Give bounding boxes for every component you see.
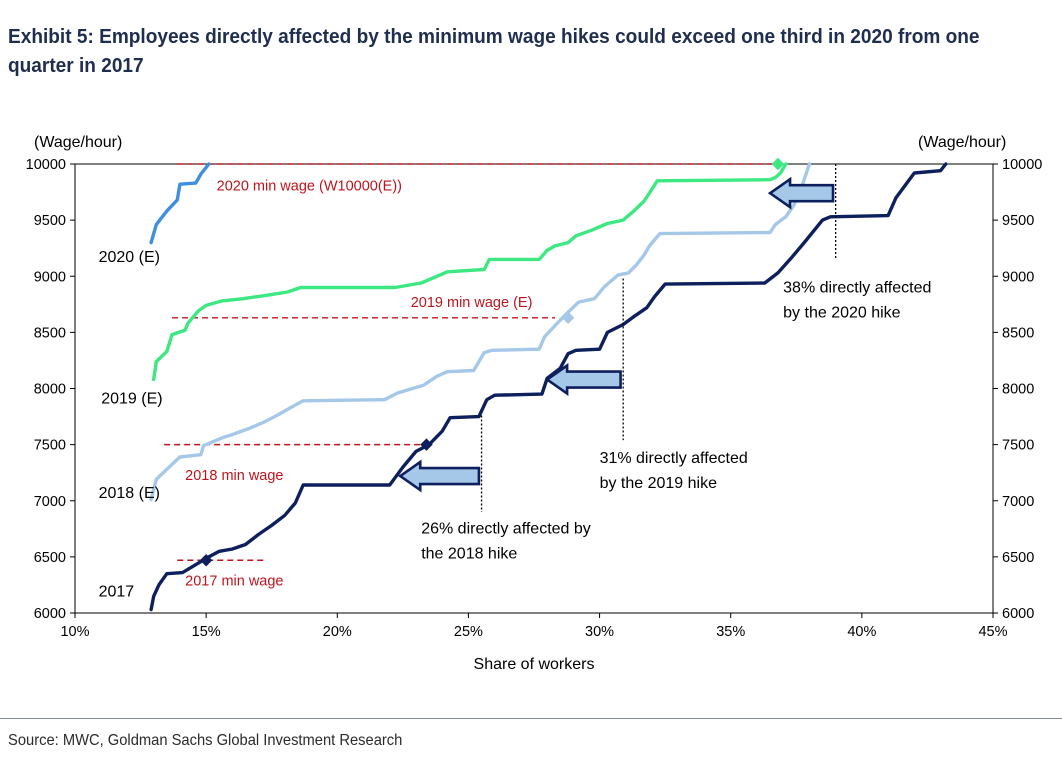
y-axis-unit-right: (Wage/hour) [918,134,1006,151]
series-line-2017 [149,162,948,612]
min-wage-label: 2018 min wage [185,468,283,484]
intersection-marker [771,157,785,171]
annotation-text: the 2018 hike [421,546,517,563]
plot-frame [74,163,994,614]
annotation-text: 31% directly affected [600,450,748,467]
min-wage-label: 2020 min wage (W10000(E)) [217,178,402,194]
series-line-2020 [149,162,211,245]
annotation-text: 26% directly affected by [421,521,591,538]
y-tick-label-right: 6500 [1002,550,1034,566]
source-divider [0,718,1062,719]
x-tick-label: 35% [716,624,745,640]
source-note: Source: MWC, Goldman Sachs Global Invest… [8,732,403,749]
x-tick-label: 30% [585,624,614,640]
annotation-text: 38% directly affected [783,279,931,296]
series-group [149,162,948,612]
marker-group: 2017 2018 (E) 2019 (E) 2020 (E) [99,157,785,601]
x-tick-label: 20% [323,624,352,640]
chart-title: Exhibit 5: Employees directly affected b… [8,25,980,77]
y-tick-label-left: 8000 [34,382,66,398]
x-tick-label: 25% [454,624,483,640]
x-tick-label: 40% [847,624,876,640]
y-tick-label-left: 6000 [34,606,66,622]
series-label: 2018 (E) [99,485,160,502]
intersection-marker [561,311,575,324]
y-tick-label-left: 8500 [34,325,66,341]
y-tick-label-left: 10000 [26,157,66,173]
chart-svg: (Wage/hour) (Wage/hour) Share of workers… [26,134,1043,673]
y-axis-unit-left: (Wage/hour) [34,134,122,151]
y-tick-label-left: 9500 [34,213,66,229]
series-label: 2020 (E) [99,249,160,266]
x-tick-label: 10% [60,624,89,640]
series-label: 2017 [99,584,135,601]
left-arrow-icon [397,459,481,493]
min-wage-label: 2017 min wage [185,573,283,589]
y-tick-label-right: 6000 [1002,606,1034,622]
tick-group: 6000 6000 6500 6500 7000 7000 7500 7500 8000 8000… [26,157,1043,640]
min-wage-group: 2017 min wage 2018 min wage 2019 min wage … [164,163,784,589]
annotation-group: 26% directly affected by the 2018 hike 31%… [397,164,931,563]
annotation-text: by the 2020 hike [783,304,901,321]
y-tick-label-right: 7500 [1002,438,1034,454]
y-tick-label-right: 9000 [1002,269,1034,285]
y-tick-label-left: 7500 [34,438,66,454]
intersection-marker [199,554,213,567]
axes: (Wage/hour) (Wage/hour) Share of workers [34,134,1006,673]
annotation-text: by the 2019 hike [600,475,718,492]
y-tick-label-right: 10000 [1002,157,1042,173]
y-tick-label-right: 9500 [1002,213,1034,229]
left-arrow-icon [544,363,622,397]
y-tick-label-right: 8000 [1002,382,1034,398]
series-line-2018 [149,162,812,502]
min-wage-label: 2019 min wage (E) [411,295,533,311]
series-line-2019 [152,162,788,382]
x-tick-label: 45% [978,624,1007,640]
y-tick-label-left: 7000 [34,494,66,510]
x-axis-label: Share of workers [474,656,595,673]
intersection-marker [420,438,433,451]
series-label: 2019 (E) [101,390,162,407]
y-tick-label-left: 9000 [34,269,66,285]
y-tick-label-right: 8500 [1002,325,1034,341]
y-tick-label-right: 7000 [1002,494,1034,510]
y-tick-label-left: 6500 [34,550,66,566]
left-arrow-icon [767,176,835,210]
x-tick-label: 15% [192,624,221,640]
